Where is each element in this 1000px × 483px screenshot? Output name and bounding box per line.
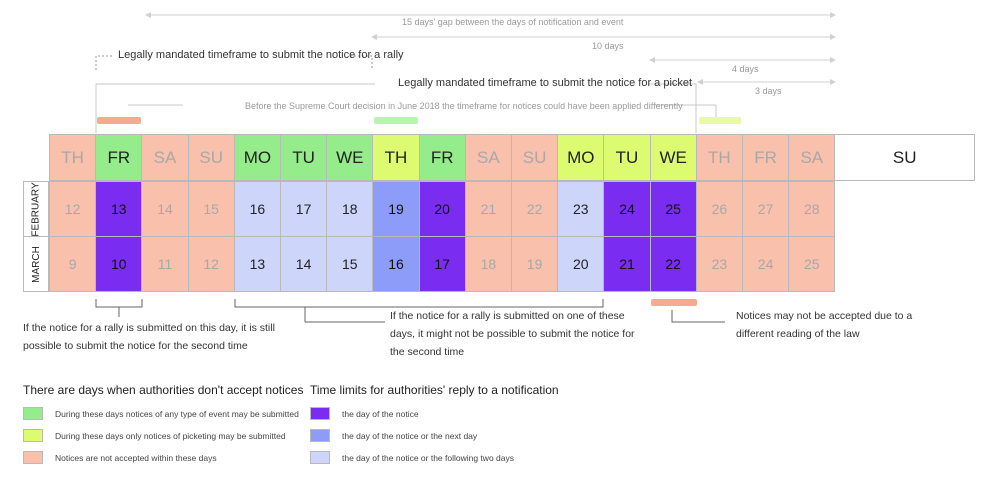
month-label: FEBRUARY xyxy=(23,181,49,237)
legend-swatch xyxy=(310,407,330,420)
date-cell: 26 xyxy=(695,181,743,237)
gap15-label: 15 days' gap between the days of notific… xyxy=(402,17,624,27)
legend-left-title: There are days when authorities don't ac… xyxy=(23,383,304,397)
date-cell: 16 xyxy=(372,236,420,292)
day-header: SU xyxy=(187,134,235,181)
date-cell: 12 xyxy=(49,181,97,237)
day-header: SA xyxy=(788,134,836,181)
date-cell: 20 xyxy=(418,181,466,237)
legend-label: the day of the notice or the following t… xyxy=(342,452,514,463)
date-cell: 27 xyxy=(742,181,790,237)
note2-bracket xyxy=(234,299,604,308)
court-bar-lime xyxy=(699,117,741,124)
day-header: SA xyxy=(464,134,512,181)
rally-bar xyxy=(97,117,141,124)
day-header: TU xyxy=(280,134,328,181)
legend-label: During these days notices of any type of… xyxy=(55,408,299,419)
legend-item: the day of the notice or the following t… xyxy=(310,451,514,464)
legend-swatch xyxy=(23,407,43,420)
date-cell: 20 xyxy=(557,236,605,292)
date-cell: 18 xyxy=(464,236,512,292)
note1-bracket xyxy=(95,299,143,308)
legend-label: Notices are not accepted within these da… xyxy=(55,452,217,463)
note-single-day: If the notice for a rally is submitted o… xyxy=(23,322,275,352)
month-label: MARCH xyxy=(23,236,49,292)
date-cell: 13 xyxy=(233,236,281,292)
legend-item: the day of the notice or the next day xyxy=(310,429,477,442)
note3-connector xyxy=(671,310,725,323)
note-multiple-days: If the notice for a rally is submitted o… xyxy=(390,310,635,358)
day-header: TU xyxy=(603,134,651,181)
gap10-label: 10 days xyxy=(592,41,624,51)
gap3-label: 3 days xyxy=(755,86,782,96)
court-note-label: Before the Supreme Court decision in Jun… xyxy=(245,101,683,111)
legend-label: the day of the notice or the next day xyxy=(342,430,478,441)
date-cell: 16 xyxy=(233,181,281,237)
date-cell: 25 xyxy=(788,236,836,292)
date-cell: 11 xyxy=(141,236,189,292)
day-header: WE xyxy=(649,134,697,181)
legend-label: During these days only notices of picket… xyxy=(55,430,286,441)
legend-swatch xyxy=(310,451,330,464)
day-header: TH xyxy=(372,134,420,181)
rally-timeframe-label: Legally mandated timeframe to submit the… xyxy=(118,49,404,61)
date-cell: 10 xyxy=(95,236,143,292)
date-cell: 9 xyxy=(49,236,97,292)
date-cell: 19 xyxy=(372,181,420,237)
date-cell: 19 xyxy=(511,236,559,292)
day-header: TH xyxy=(49,134,97,181)
note-different-reading: Notices may not be accepted due to a dif… xyxy=(736,310,913,340)
note3-bar xyxy=(651,299,697,306)
gap4-label: 4 days xyxy=(732,64,759,74)
date-cell: 23 xyxy=(557,181,605,237)
date-cell: 21 xyxy=(464,181,512,237)
legend-swatch xyxy=(23,451,43,464)
date-cell: 14 xyxy=(280,236,328,292)
date-cell: 22 xyxy=(649,236,697,292)
legend-swatch xyxy=(23,429,43,442)
picket-timeframe-label: Legally mandated timeframe to submit the… xyxy=(398,77,693,89)
date-cell: 12 xyxy=(187,236,235,292)
legend-item: Notices are not accepted within these da… xyxy=(23,451,217,464)
day-header: TH xyxy=(695,134,743,181)
date-cell: 13 xyxy=(95,181,143,237)
date-cell: 14 xyxy=(141,181,189,237)
date-cell: 25 xyxy=(649,181,697,237)
day-header: FR xyxy=(418,134,466,181)
legend-item: During these days only notices of picket… xyxy=(23,429,286,442)
date-cell: 28 xyxy=(788,181,836,237)
court-bar-green xyxy=(374,117,418,124)
day-header: MO xyxy=(557,134,605,181)
date-cell: 22 xyxy=(511,181,559,237)
day-header: WE xyxy=(326,134,374,181)
date-cell: 24 xyxy=(742,236,790,292)
date-cell: 15 xyxy=(187,181,235,237)
day-header: SA xyxy=(141,134,189,181)
date-cell: 17 xyxy=(280,181,328,237)
date-cell: 23 xyxy=(695,236,743,292)
date-cell: 18 xyxy=(326,181,374,237)
date-cell: 15 xyxy=(326,236,374,292)
legend-label: the day of the notice xyxy=(342,408,419,419)
legend-swatch xyxy=(310,429,330,442)
day-header: SU xyxy=(834,134,975,181)
day-header: FR xyxy=(742,134,790,181)
day-header: SU xyxy=(511,134,559,181)
date-cell: 24 xyxy=(603,181,651,237)
legend-right-title: Time limits for authorities' reply to a … xyxy=(310,383,559,397)
legend-item: the day of the notice xyxy=(310,407,419,420)
day-header: MO xyxy=(233,134,281,181)
legend-item: During these days notices of any type of… xyxy=(23,407,299,420)
day-header: FR xyxy=(95,134,143,181)
date-cell: 17 xyxy=(418,236,466,292)
date-cell: 21 xyxy=(603,236,651,292)
